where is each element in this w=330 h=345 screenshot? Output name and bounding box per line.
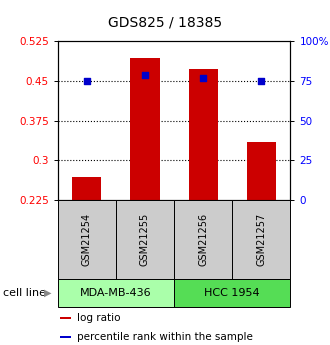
Point [259,78,264,84]
Bar [72,177,101,200]
Bar [130,58,159,200]
Text: HCC 1954: HCC 1954 [204,288,260,298]
Bar [247,142,276,200]
Bar [174,200,232,279]
Bar [60,336,71,338]
Text: GSM21257: GSM21257 [256,213,266,266]
Point [142,72,148,78]
Bar [189,69,218,200]
Bar [60,317,71,319]
Bar [58,200,116,279]
Text: GSM21254: GSM21254 [82,213,92,266]
Bar [232,200,290,279]
Text: MDA-MB-436: MDA-MB-436 [80,288,152,298]
Bar [58,279,174,307]
Text: percentile rank within the sample: percentile rank within the sample [77,332,253,342]
Text: ▶: ▶ [44,288,51,298]
Text: GSM21256: GSM21256 [198,213,208,266]
Text: log ratio: log ratio [77,313,120,323]
Text: GSM21255: GSM21255 [140,213,150,266]
Bar [174,279,290,307]
Text: GDS825 / 18385: GDS825 / 18385 [108,16,222,30]
Bar [116,200,174,279]
Point [201,75,206,81]
Text: cell line: cell line [3,288,46,298]
Point [84,78,89,84]
